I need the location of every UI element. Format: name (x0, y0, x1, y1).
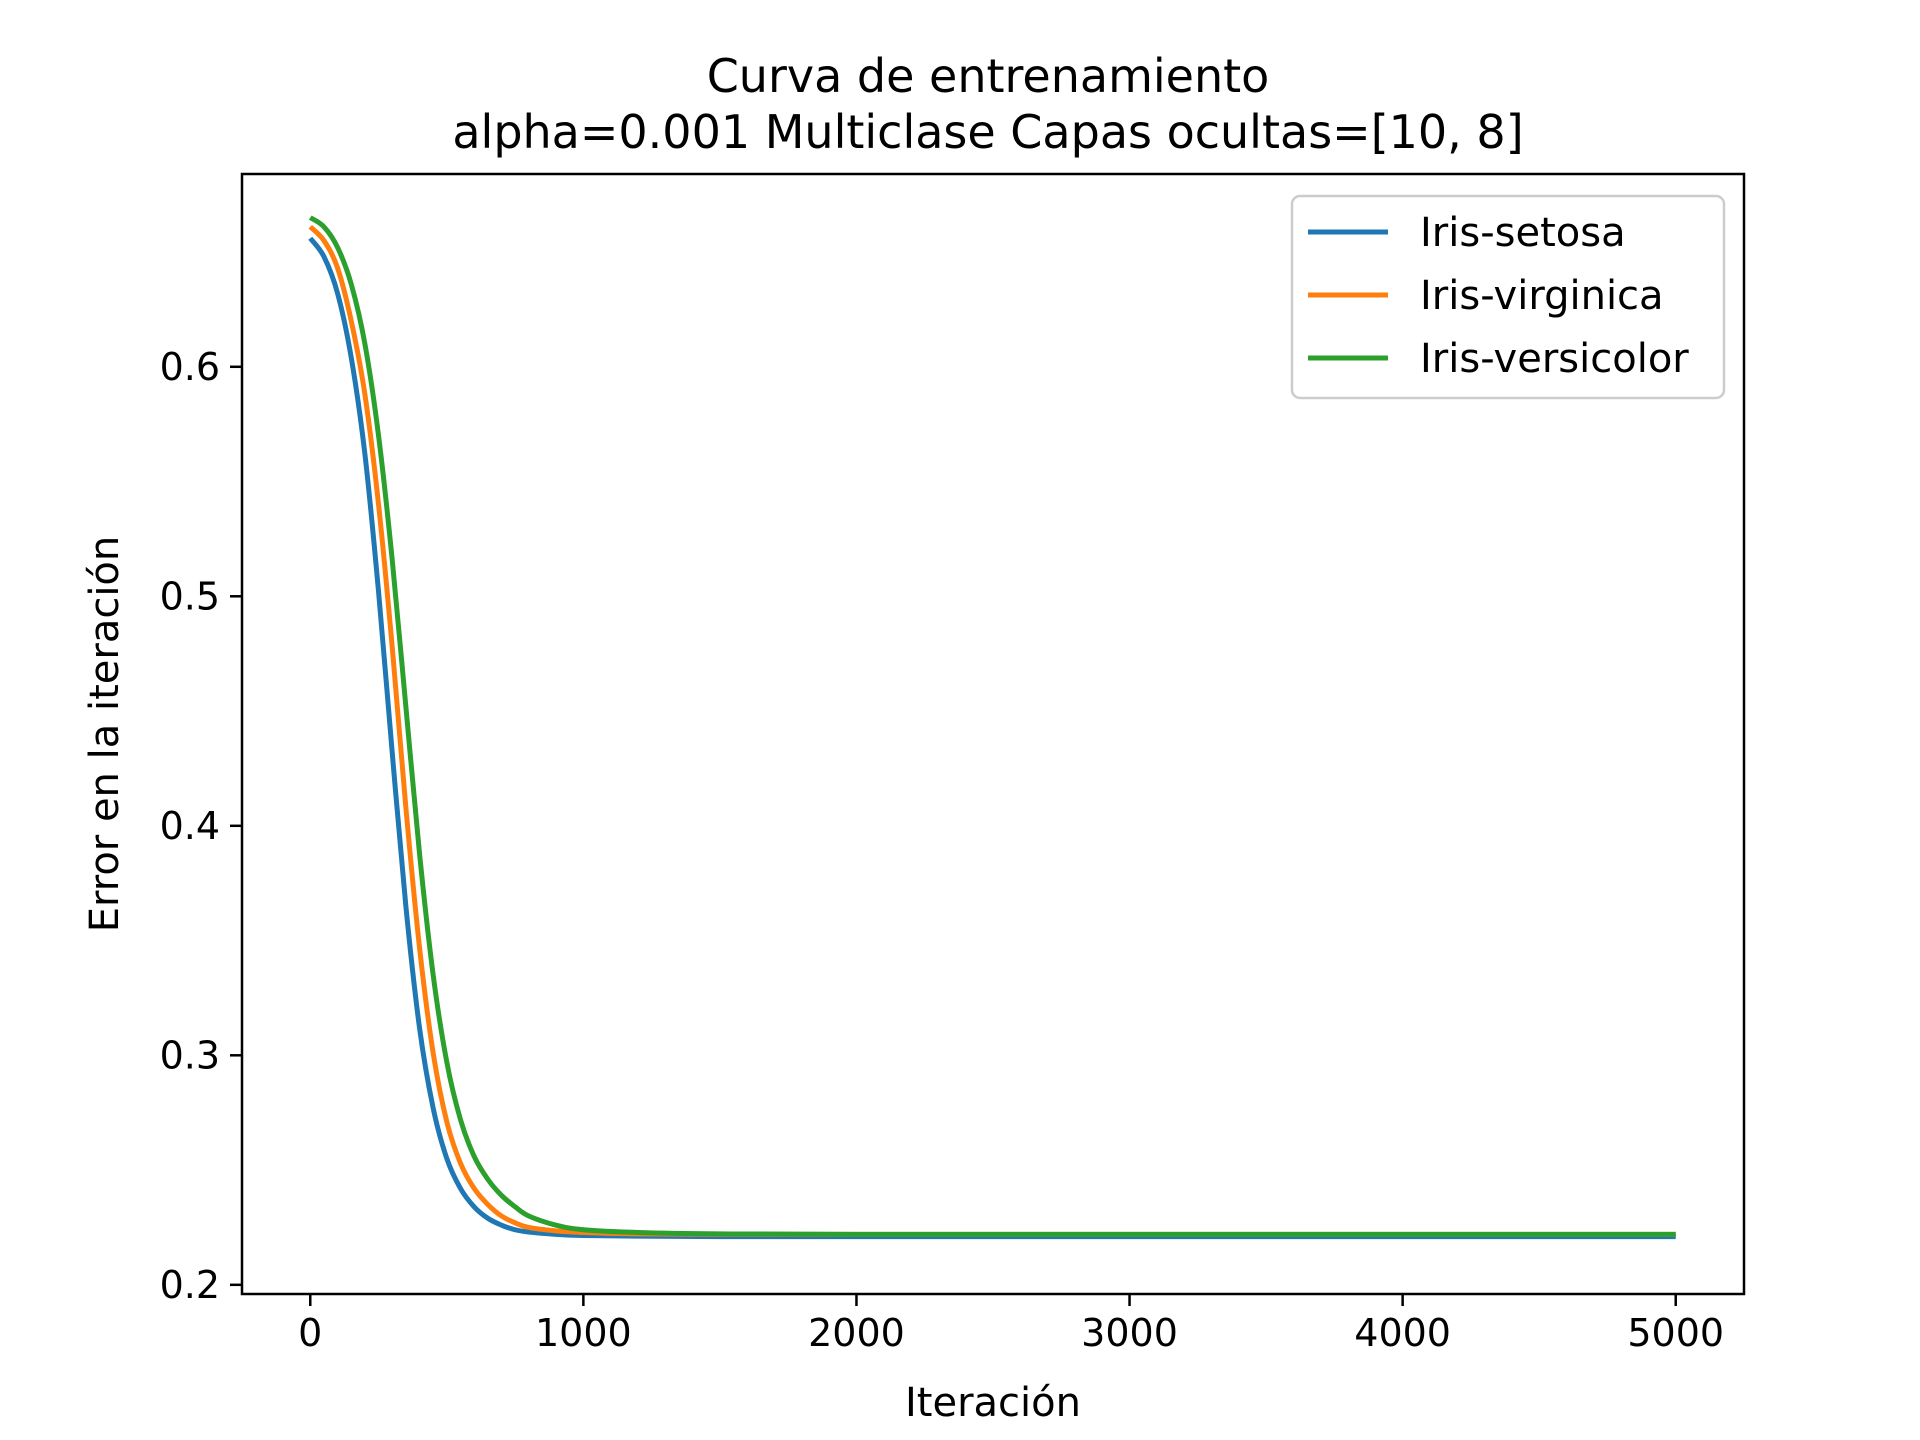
x-axis-ticks: 0 1000 2000 3000 4000 5000 (298, 1294, 1724, 1355)
plot-frame (240, 172, 1746, 1296)
x-tick-label: 0 (298, 1311, 322, 1355)
x-axis-label: Iteración (905, 1380, 1081, 1426)
y-tick-label: 0.3 (160, 1033, 220, 1077)
x-tick-label: 1000 (535, 1311, 632, 1355)
x-tick-label: 4000 (1354, 1311, 1451, 1355)
y-tick-label: 0.5 (160, 574, 220, 618)
legend-box (1290, 194, 1726, 400)
legend-items: Iris-setosa Iris-virginica Iris-versicolor (1308, 210, 1689, 382)
legend-label-2: Iris-virginica (1420, 273, 1664, 319)
x-tick-label: 2000 (808, 1311, 905, 1355)
series-line-3 (308, 215, 1676, 1237)
x-tick-label: 5000 (1627, 1311, 1724, 1355)
y-axis-ticks: 0.2 0.3 0.4 0.5 0.6 (160, 345, 242, 1307)
y-axis-label: Error en la iteración (82, 536, 128, 933)
legend-label-1: Iris-setosa (1420, 210, 1626, 256)
y-tick-label: 0.6 (160, 345, 220, 389)
chart-title: Curva de entrenamiento (707, 49, 1270, 103)
series-layer (308, 215, 1676, 1240)
y-tick-label: 0.4 (160, 804, 220, 848)
y-tick-label: 0.2 (160, 1263, 220, 1307)
legend: Iris-setosa Iris-virginica Iris-versicolor (1290, 194, 1726, 400)
legend-label-3: Iris-versicolor (1420, 336, 1689, 382)
x-tick-label: 3000 (1081, 1311, 1178, 1355)
chart-subtitle: alpha=0.001 Multiclase Capas ocultas=[10… (452, 105, 1523, 159)
